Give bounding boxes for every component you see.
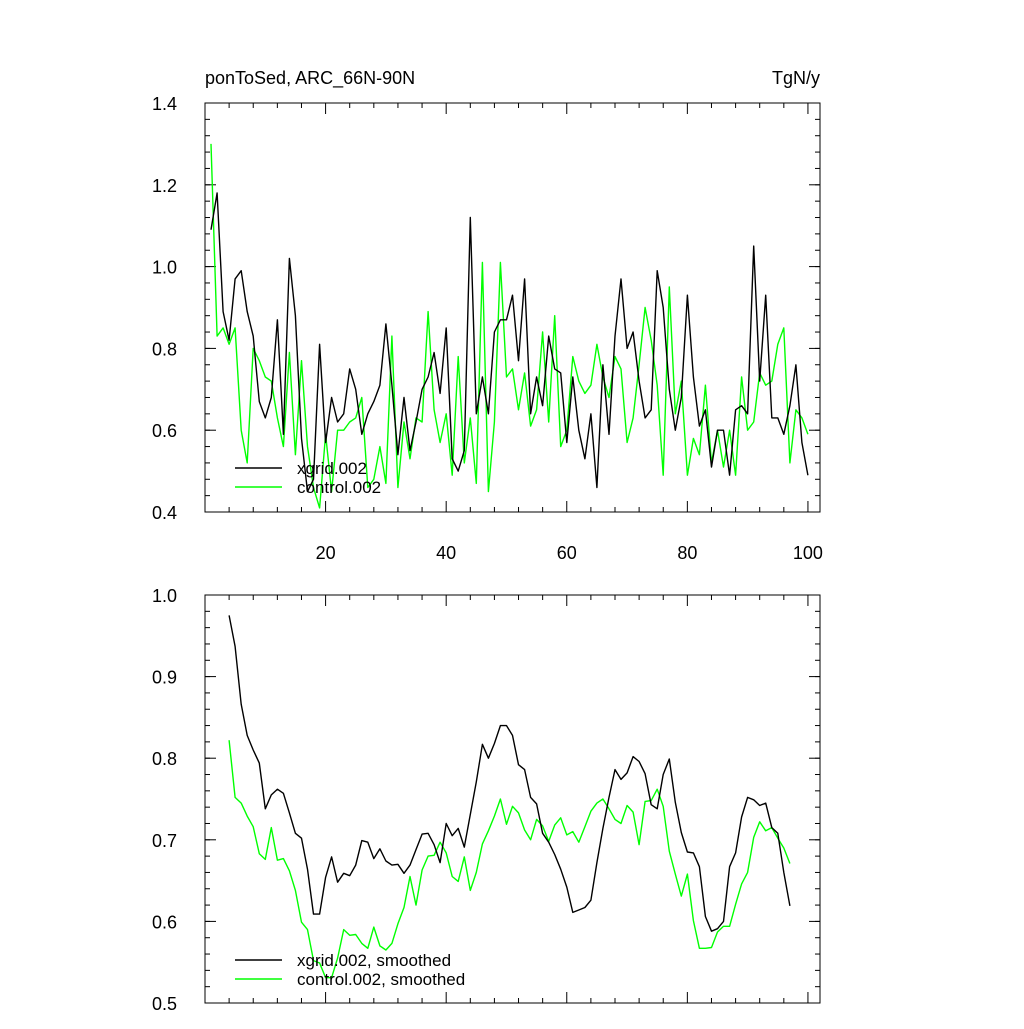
y-tick-label: 0.8	[152, 749, 177, 769]
y-tick-label: 1.0	[152, 258, 177, 278]
series-line-control	[210, 143, 809, 509]
y-tick-label: 0.6	[152, 421, 177, 441]
plot-frame	[204, 102, 821, 513]
chart-panel-1: 0.4 0.6 0.8 1.0 1.2 1.4 20 40 60 80 100 xgrid.002co…	[152, 68, 823, 563]
y-tick-label: 0.4	[152, 503, 177, 523]
y-tick-label: 0.7	[152, 831, 177, 851]
y-tick-label: 0.5	[152, 994, 177, 1014]
legend-label: xgrid.002	[297, 459, 367, 478]
y-tick-label: 1.2	[152, 176, 177, 196]
x-tick-label: 20	[316, 543, 336, 563]
y-tick-label: 0.6	[152, 912, 177, 932]
x-tick-label: 80	[677, 543, 697, 563]
x-tick-label: 100	[793, 543, 823, 563]
plot-frame	[204, 594, 821, 1004]
series-line-xgrid	[210, 192, 809, 493]
units-label: TgN/y	[772, 68, 820, 88]
y-tick-label: 1.0	[152, 586, 177, 606]
series-line-control	[228, 740, 791, 979]
x-tick-label: 60	[557, 543, 577, 563]
chart-title: ponToSed, ARC_66N-90N	[205, 68, 415, 89]
chart-panel-2: 0.5 0.6 0.7 0.8 0.9 1.0 xgrid.002, smoothedcon…	[152, 586, 821, 1014]
legend-label: xgrid.002, smoothed	[297, 951, 451, 970]
x-tick-label: 40	[436, 543, 456, 563]
series-line-xgrid	[228, 615, 791, 932]
y-tick-label: 1.4	[152, 94, 177, 114]
legend-label: control.002	[297, 478, 381, 497]
y-tick-label: 0.9	[152, 668, 177, 688]
legend-label: control.002, smoothed	[297, 970, 465, 989]
y-tick-label: 0.8	[152, 339, 177, 359]
